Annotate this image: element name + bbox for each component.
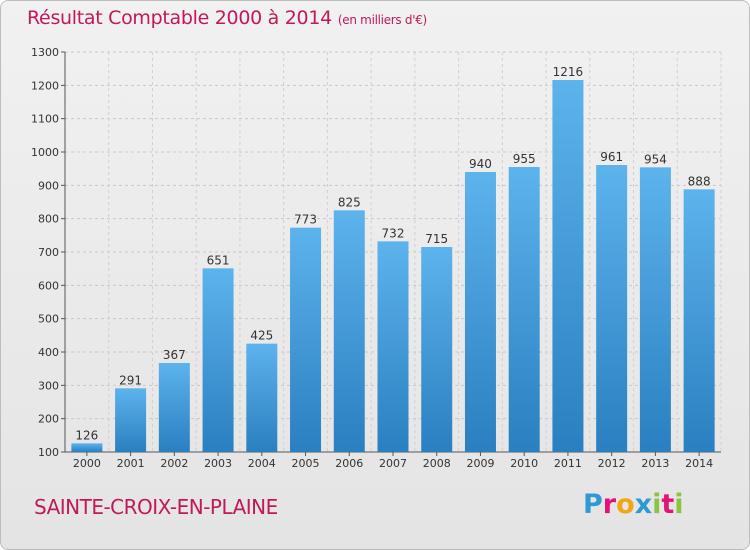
y-tick-label: 100 <box>38 446 59 459</box>
x-tick-label: 2013 <box>641 457 669 470</box>
logo-letter: P <box>583 489 603 520</box>
data-label: 651 <box>207 253 230 267</box>
x-tick-label: 2001 <box>117 457 145 470</box>
place-name: SAINTE-CROIX-EN-PLAINE <box>34 495 278 519</box>
data-label: 1216 <box>553 65 584 79</box>
chart-subtitle: (en milliers d'€) <box>337 13 427 27</box>
data-label: 940 <box>469 157 492 171</box>
data-label: 732 <box>382 226 405 240</box>
y-tick-label: 900 <box>38 179 59 192</box>
data-label: 291 <box>119 373 142 387</box>
labels: 100 200 300 400 500 600 700 800 900 1000 1100 1200 1… <box>31 46 713 470</box>
bar-2013 <box>639 167 671 453</box>
bar-2012 <box>596 165 628 452</box>
x-tick-label: 2009 <box>466 457 494 470</box>
y-tick-label: 400 <box>38 346 59 359</box>
bar-2010 <box>508 167 540 452</box>
y-tick-label: 1200 <box>31 79 59 92</box>
x-tick-label: 2002 <box>160 457 188 470</box>
logo-letter: x <box>634 489 653 520</box>
bar-2007 <box>377 241 409 452</box>
data-label: 773 <box>294 213 317 227</box>
x-tick-label: 2010 <box>510 457 538 470</box>
logo-letter: r <box>602 489 617 520</box>
bar-2004 <box>246 343 278 452</box>
logo-letter: i <box>674 489 684 520</box>
bar-2006 <box>333 210 365 452</box>
y-tick-label: 200 <box>38 413 59 426</box>
y-tick-label: 700 <box>38 246 59 259</box>
y-tick-label: 1300 <box>31 46 59 59</box>
proxiti-logo[interactable]: Proxiti <box>583 489 684 520</box>
logo-letter: o <box>616 489 635 520</box>
x-tick-label: 2007 <box>379 457 407 470</box>
x-tick-label: 2011 <box>554 457 582 470</box>
bar-2011 <box>552 80 584 452</box>
chart-title-text: Résultat Comptable 2000 à 2014 <box>27 7 332 29</box>
y-tick-label: 300 <box>38 379 59 392</box>
chart-title: Résultat Comptable 2000 à 2014 (en millie… <box>27 7 427 29</box>
y-tick-label: 500 <box>38 313 59 326</box>
bar-2002 <box>158 363 190 452</box>
y-tick-label: 1000 <box>31 146 59 159</box>
x-tick-label: 2006 <box>335 457 363 470</box>
x-tick-label: 2005 <box>292 457 320 470</box>
x-tick-label: 2014 <box>685 457 713 470</box>
logo-letter: i <box>652 489 662 520</box>
bar-2003 <box>202 268 234 452</box>
data-label: 955 <box>513 152 536 166</box>
data-label: 888 <box>688 174 711 188</box>
x-tick-label: 2008 <box>423 457 451 470</box>
data-label: 126 <box>75 428 98 442</box>
data-label: 425 <box>250 329 273 343</box>
x-tick-label: 2012 <box>598 457 626 470</box>
logo-letter: t <box>661 489 675 520</box>
y-tick-label: 600 <box>38 279 59 292</box>
bar-2000 <box>71 443 103 452</box>
bars <box>71 80 715 453</box>
y-tick-label: 800 <box>38 213 59 226</box>
bar-2009 <box>464 172 496 452</box>
bar-2008 <box>421 247 453 452</box>
data-label: 715 <box>425 232 448 246</box>
bar-2001 <box>115 388 147 452</box>
bar-2005 <box>290 227 322 452</box>
data-label: 825 <box>338 195 361 209</box>
x-tick-label: 2004 <box>248 457 276 470</box>
data-label: 961 <box>600 150 623 164</box>
data-label: 954 <box>644 152 667 166</box>
x-tick-label: 2000 <box>73 457 101 470</box>
y-tick-label: 1100 <box>31 113 59 126</box>
bar-2014 <box>683 189 715 453</box>
data-label: 367 <box>163 348 186 362</box>
x-tick-label: 2003 <box>204 457 232 470</box>
